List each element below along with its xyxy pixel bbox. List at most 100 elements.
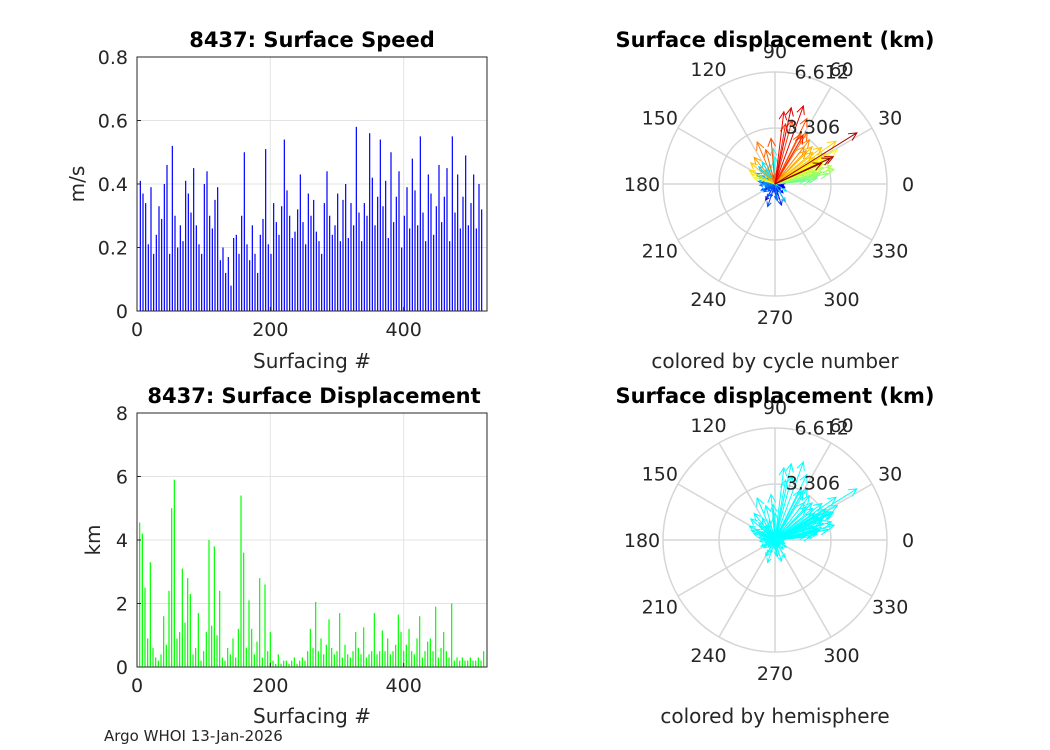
p4-arrow-head	[753, 512, 762, 521]
p3-arrow-head	[774, 197, 779, 202]
p3-arrow-head	[766, 193, 771, 199]
p4-arrow-head	[778, 533, 783, 538]
p2-bar	[219, 590, 221, 667]
p4-arrow-head	[766, 557, 772, 564]
p1-bar	[198, 244, 200, 311]
p2-bar	[264, 584, 266, 667]
p1-bar	[262, 218, 264, 311]
p2-bar	[461, 657, 463, 667]
p3-arrow-shaft	[774, 118, 808, 185]
p1-bar	[347, 237, 349, 311]
p3-arrow-head	[799, 117, 808, 128]
p1-bar	[225, 272, 227, 311]
p2-bar	[275, 663, 277, 667]
p3-arrow-shaft	[774, 120, 793, 185]
p4-arrow-head	[767, 493, 777, 504]
p2-bar	[397, 614, 399, 667]
p3-arrow-shaft	[774, 135, 804, 185]
p1-bar	[238, 253, 240, 311]
p1-bar	[331, 234, 333, 311]
p1-bar	[185, 180, 187, 311]
p2-bar	[179, 632, 181, 667]
p1-bar	[441, 222, 443, 311]
p1-bar	[150, 187, 152, 311]
p1-bar	[251, 225, 253, 311]
p3-arrow-shaft	[774, 183, 778, 201]
p4-arrow-head	[800, 530, 810, 538]
p3-arrow-shaft	[774, 132, 858, 185]
p1-bar	[211, 228, 213, 311]
p1-y-tick-label: 0.4	[98, 174, 128, 196]
p4-arrow-head	[763, 504, 772, 514]
p1-bar	[419, 136, 421, 311]
p1-bar	[339, 241, 341, 311]
p4-arrow-head	[760, 536, 765, 541]
p4-arrow-head	[783, 544, 788, 548]
p1-bar	[193, 168, 195, 311]
p2-bar	[323, 654, 325, 667]
p1-bar	[449, 241, 451, 311]
p1-bar	[219, 260, 221, 311]
p3-arrow-shaft	[770, 138, 776, 185]
p1-bar	[270, 253, 272, 311]
p2-bar	[427, 641, 429, 667]
p4-arrow-head	[756, 531, 763, 536]
p3-arrow-shaft	[774, 152, 813, 185]
p3-arrow-head	[777, 200, 783, 207]
speed-panel: 0 200 400 0 0.2 0.4 0.6 0.8 8437: Surface Speed…	[65, 28, 488, 373]
p3-angle-label: 0	[902, 174, 914, 196]
p4-arrow	[774, 539, 779, 558]
p3-arrow-head	[772, 189, 777, 194]
p3-angle-label: 120	[690, 59, 726, 81]
p2-bar	[272, 660, 274, 667]
p1-bar	[174, 215, 176, 311]
p2-bar	[144, 587, 146, 667]
p4-radius-label: 3.306	[786, 473, 840, 495]
p1-bar	[302, 222, 304, 311]
p2-y-tick-label: 4	[116, 530, 128, 552]
p3-arrow	[774, 106, 794, 185]
p3-arrow-shaft	[753, 156, 776, 185]
p3-radius-label: 6.612	[795, 61, 849, 83]
p2-bar	[429, 638, 431, 667]
p2-bar	[341, 657, 343, 667]
p1-bar	[377, 196, 379, 311]
p3-arrow-head	[778, 110, 788, 121]
p1-bar	[217, 187, 219, 311]
polar-cycle-panel: 0 30 60 90 120 150 180 210 240 270 300 330 3.306 6.61…	[615, 28, 934, 373]
p2-bar	[296, 663, 298, 667]
p1-bar	[473, 174, 475, 311]
p2-bar	[192, 654, 194, 667]
p4-arrow-head	[765, 552, 770, 558]
p2-bar	[291, 660, 293, 667]
p3-angle-label: 180	[624, 174, 660, 196]
p2-y-tick-label: 2	[116, 594, 128, 616]
p3-arrow	[756, 140, 776, 185]
p1-bar	[283, 139, 285, 311]
p1-bar	[206, 171, 208, 311]
p4-arrow-head	[756, 496, 765, 507]
p3-arrow-head	[828, 148, 839, 158]
p3-arrow	[774, 110, 788, 185]
p2-bar	[339, 613, 341, 667]
p4-arrow-shaft	[774, 538, 784, 541]
p1-x-tick-label: 0	[131, 319, 143, 341]
p3-arrow-head	[781, 197, 786, 203]
p2-bar	[469, 657, 471, 667]
p2-bar	[320, 638, 322, 667]
p2-bar	[379, 651, 381, 667]
p1-bar	[321, 253, 323, 311]
p1-bar	[363, 203, 365, 311]
p1-x-tick-label: 200	[252, 319, 288, 341]
p2-bar	[195, 647, 197, 667]
p2-bar	[400, 632, 402, 667]
p2-bar	[248, 600, 250, 667]
p4-arrow-head	[827, 496, 837, 506]
p4-arrow-head	[777, 556, 783, 563]
p4-angle-label: 120	[690, 415, 726, 437]
p2-bar	[299, 660, 301, 667]
p1-bar	[313, 199, 315, 311]
p4-arrow-head	[781, 540, 786, 545]
p4-arrow-shaft	[774, 539, 787, 548]
p1-bar	[443, 196, 445, 311]
